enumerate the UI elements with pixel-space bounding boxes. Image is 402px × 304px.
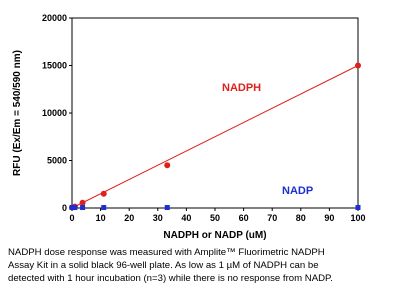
caption-line: Assay Kit in a solid black 96-well plate…: [8, 260, 319, 271]
point: [355, 205, 361, 211]
series-label: NADP: [282, 185, 313, 197]
point: [100, 190, 107, 197]
y-tick-label: 5000: [47, 156, 67, 166]
y-tick-label: 0: [62, 203, 67, 213]
point: [72, 205, 78, 211]
chart: NADPH or NADP (uM) RFU (Ex/Em = 540/590 …: [12, 13, 366, 241]
x-tick-label: 70: [267, 213, 277, 223]
x-tick-label: 40: [181, 213, 191, 223]
x-tick-label: 50: [210, 213, 220, 223]
y-tick-label: 15000: [42, 61, 67, 71]
x-tick-label: 30: [153, 213, 163, 223]
x-tick-label: 0: [69, 213, 74, 223]
point: [79, 199, 86, 206]
x-tick-label: 80: [296, 213, 306, 223]
x-tick-label: 90: [324, 213, 334, 223]
point: [164, 205, 170, 211]
point: [355, 62, 361, 69]
caption-line: detected with 1 hour incubation (n=3) wh…: [8, 273, 333, 284]
y-tick-label: 10000: [42, 108, 67, 118]
fit-line: [71, 65, 359, 209]
x-tick-label: 20: [124, 213, 134, 223]
point: [164, 162, 171, 169]
x-tick-label: 100: [350, 213, 365, 223]
plot-frame: [71, 17, 359, 209]
y-tick-label: 20000: [42, 13, 67, 23]
y-axis-title: RFU (Ex/Em = 540/590 nm): [12, 50, 23, 176]
series-label: NADPH: [222, 82, 261, 94]
caption: NADPH dose response was measured with Am…: [8, 246, 400, 285]
caption-line: NADPH dose response was measured with Am…: [8, 247, 325, 258]
point: [80, 205, 86, 211]
x-tick-label: 60: [239, 213, 249, 223]
point: [101, 205, 107, 211]
x-tick-label: 10: [96, 213, 106, 223]
point: [69, 205, 75, 211]
x-axis-title: NADPH or NADP (uM): [163, 230, 266, 241]
